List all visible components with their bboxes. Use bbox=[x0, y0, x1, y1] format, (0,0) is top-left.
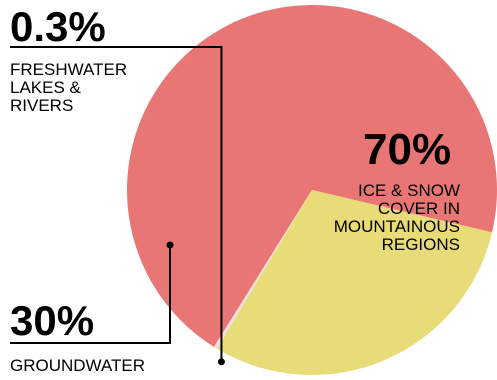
groundwater-slice bbox=[216, 190, 493, 375]
groundwater-category-label: GROUNDWATER bbox=[10, 356, 146, 375]
lakes-category-label: FRESHWATER LAKES & RIVERS bbox=[10, 60, 128, 115]
ice-snow-percent-label: 70% bbox=[363, 125, 452, 174]
groundwater-percent-label: 30% bbox=[10, 297, 95, 344]
lakes-rivers-slice bbox=[213, 190, 312, 349]
lakes-leader-line bbox=[10, 46, 223, 362]
lakes-leader-dot bbox=[217, 358, 225, 366]
lakes-percent-label: 0.3% bbox=[10, 3, 106, 50]
ice-snow-slice bbox=[127, 5, 497, 347]
groundwater-leader-dot bbox=[166, 241, 174, 249]
groundwater-leader-line bbox=[10, 245, 171, 344]
ice-snow-category-label: ICE & SNOW COVER IN MOUNTAINOUS REGIONS bbox=[333, 181, 460, 254]
